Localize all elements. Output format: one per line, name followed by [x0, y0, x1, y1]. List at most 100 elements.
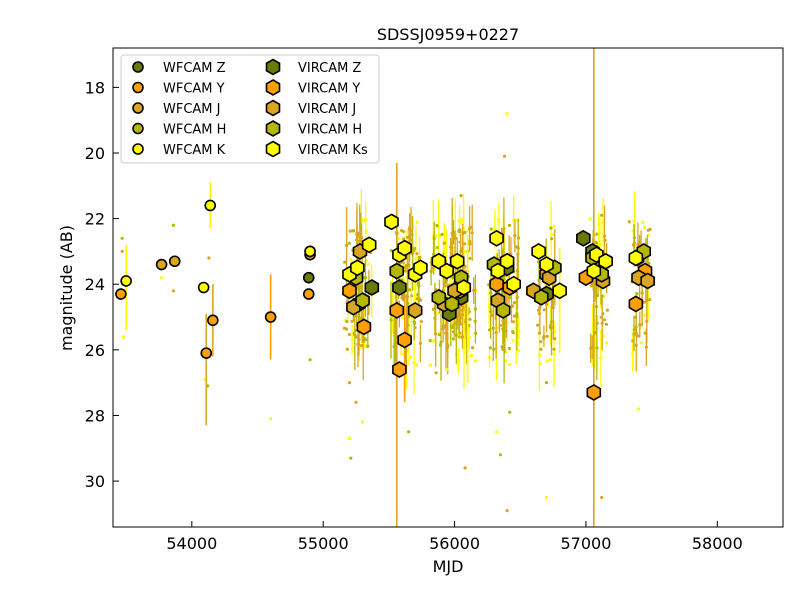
data-point	[364, 279, 380, 296]
outlier-point	[120, 236, 124, 240]
individual-point	[648, 227, 652, 231]
individual-point	[550, 237, 554, 241]
individual-point	[360, 343, 364, 348]
data-point	[531, 242, 546, 260]
individual-point	[463, 230, 467, 234]
individual-point	[455, 320, 459, 324]
individual-point	[489, 227, 493, 231]
legend-item: VIRCAM Z	[265, 58, 361, 76]
individual-point	[548, 358, 552, 362]
outlier-point	[544, 495, 549, 500]
data-point	[389, 262, 405, 280]
individual-point	[389, 249, 393, 253]
individual-point	[390, 330, 395, 334]
outlier-point	[121, 335, 126, 339]
legend-label: WFCAM Y	[163, 82, 225, 97]
outlier-point	[207, 256, 211, 260]
data-point	[302, 288, 315, 300]
individual-point	[552, 347, 556, 351]
individual-point	[350, 319, 354, 323]
individual-point	[595, 321, 599, 325]
individual-point	[545, 334, 549, 338]
outlier-point	[600, 495, 604, 500]
outlier-point	[445, 367, 449, 372]
individual-point	[642, 313, 646, 317]
individual-point	[545, 359, 549, 363]
individual-point	[443, 241, 447, 245]
individual-point	[403, 265, 407, 270]
data-point	[361, 236, 377, 254]
individual-point	[435, 246, 439, 250]
legend-label: VIRCAM Z	[298, 61, 361, 76]
data-point	[586, 384, 602, 401]
individual-point	[401, 261, 405, 265]
individual-point	[363, 219, 367, 223]
legend-label: VIRCAM Y	[298, 82, 360, 97]
data-point	[552, 282, 567, 300]
data-point	[539, 256, 554, 273]
y-tick-label: 30	[85, 472, 105, 491]
legend-label: VIRCAM J	[298, 102, 356, 117]
individual-point	[460, 218, 464, 222]
legend-item: WFCAM Y	[132, 81, 225, 97]
individual-point	[444, 281, 448, 285]
individual-point	[457, 335, 461, 339]
series-vircam-ks	[342, 213, 644, 300]
legend-marker	[132, 143, 144, 155]
data-point	[264, 311, 277, 323]
legend-item: WFCAM H	[132, 123, 226, 138]
individual-point	[344, 327, 349, 331]
individual-point	[348, 229, 352, 233]
series-wfcam-z	[302, 271, 315, 284]
individual-point	[603, 238, 607, 242]
outlier-point	[463, 466, 467, 470]
individual-point	[451, 330, 456, 334]
data-point	[431, 288, 447, 306]
data-point	[356, 318, 372, 336]
data-point	[168, 255, 181, 268]
legend-marker	[132, 81, 144, 94]
y-axis-title: magnitude (AB)	[57, 225, 76, 351]
legend-box	[120, 54, 380, 164]
data-point	[115, 288, 127, 300]
individual-point	[602, 318, 607, 322]
individual-point	[431, 339, 435, 343]
x-tick-label: 55000	[298, 534, 349, 553]
data-point	[456, 279, 472, 296]
data-point	[392, 279, 407, 296]
y-tick-label: 28	[85, 406, 105, 425]
individual-point	[402, 230, 406, 234]
data-point	[628, 249, 644, 267]
legend-marker	[265, 120, 281, 137]
individual-point	[401, 316, 405, 320]
individual-point	[428, 339, 432, 343]
series-vircam-h	[348, 242, 652, 319]
legend-marker	[265, 140, 281, 158]
individual-point	[504, 359, 508, 363]
data-point	[384, 213, 399, 231]
individual-point	[536, 323, 540, 327]
individual-point	[473, 319, 477, 323]
individual-point	[553, 337, 557, 341]
individual-point	[642, 225, 647, 230]
data-point	[350, 259, 365, 277]
individual-point	[430, 266, 434, 270]
data-point	[598, 252, 613, 270]
individual-point	[488, 346, 492, 350]
data-point	[392, 361, 407, 378]
individual-point	[468, 317, 472, 321]
chart-title: SDSSJ0959+0227	[377, 25, 519, 44]
individual-point	[492, 347, 496, 351]
individual-point	[507, 346, 511, 351]
individual-point	[452, 322, 456, 326]
x-axis: 54000 55000 56000 57000 58000	[166, 521, 743, 553]
data-point	[407, 302, 423, 319]
data-point	[397, 331, 412, 349]
legend-label: WFCAM H	[163, 123, 226, 138]
individual-point	[474, 331, 478, 335]
individual-point	[352, 331, 356, 335]
y-axis: 18 20 22 24 26 28 30	[85, 78, 119, 491]
individual-point	[473, 359, 477, 363]
individual-point	[458, 240, 462, 244]
individual-point	[416, 292, 420, 297]
